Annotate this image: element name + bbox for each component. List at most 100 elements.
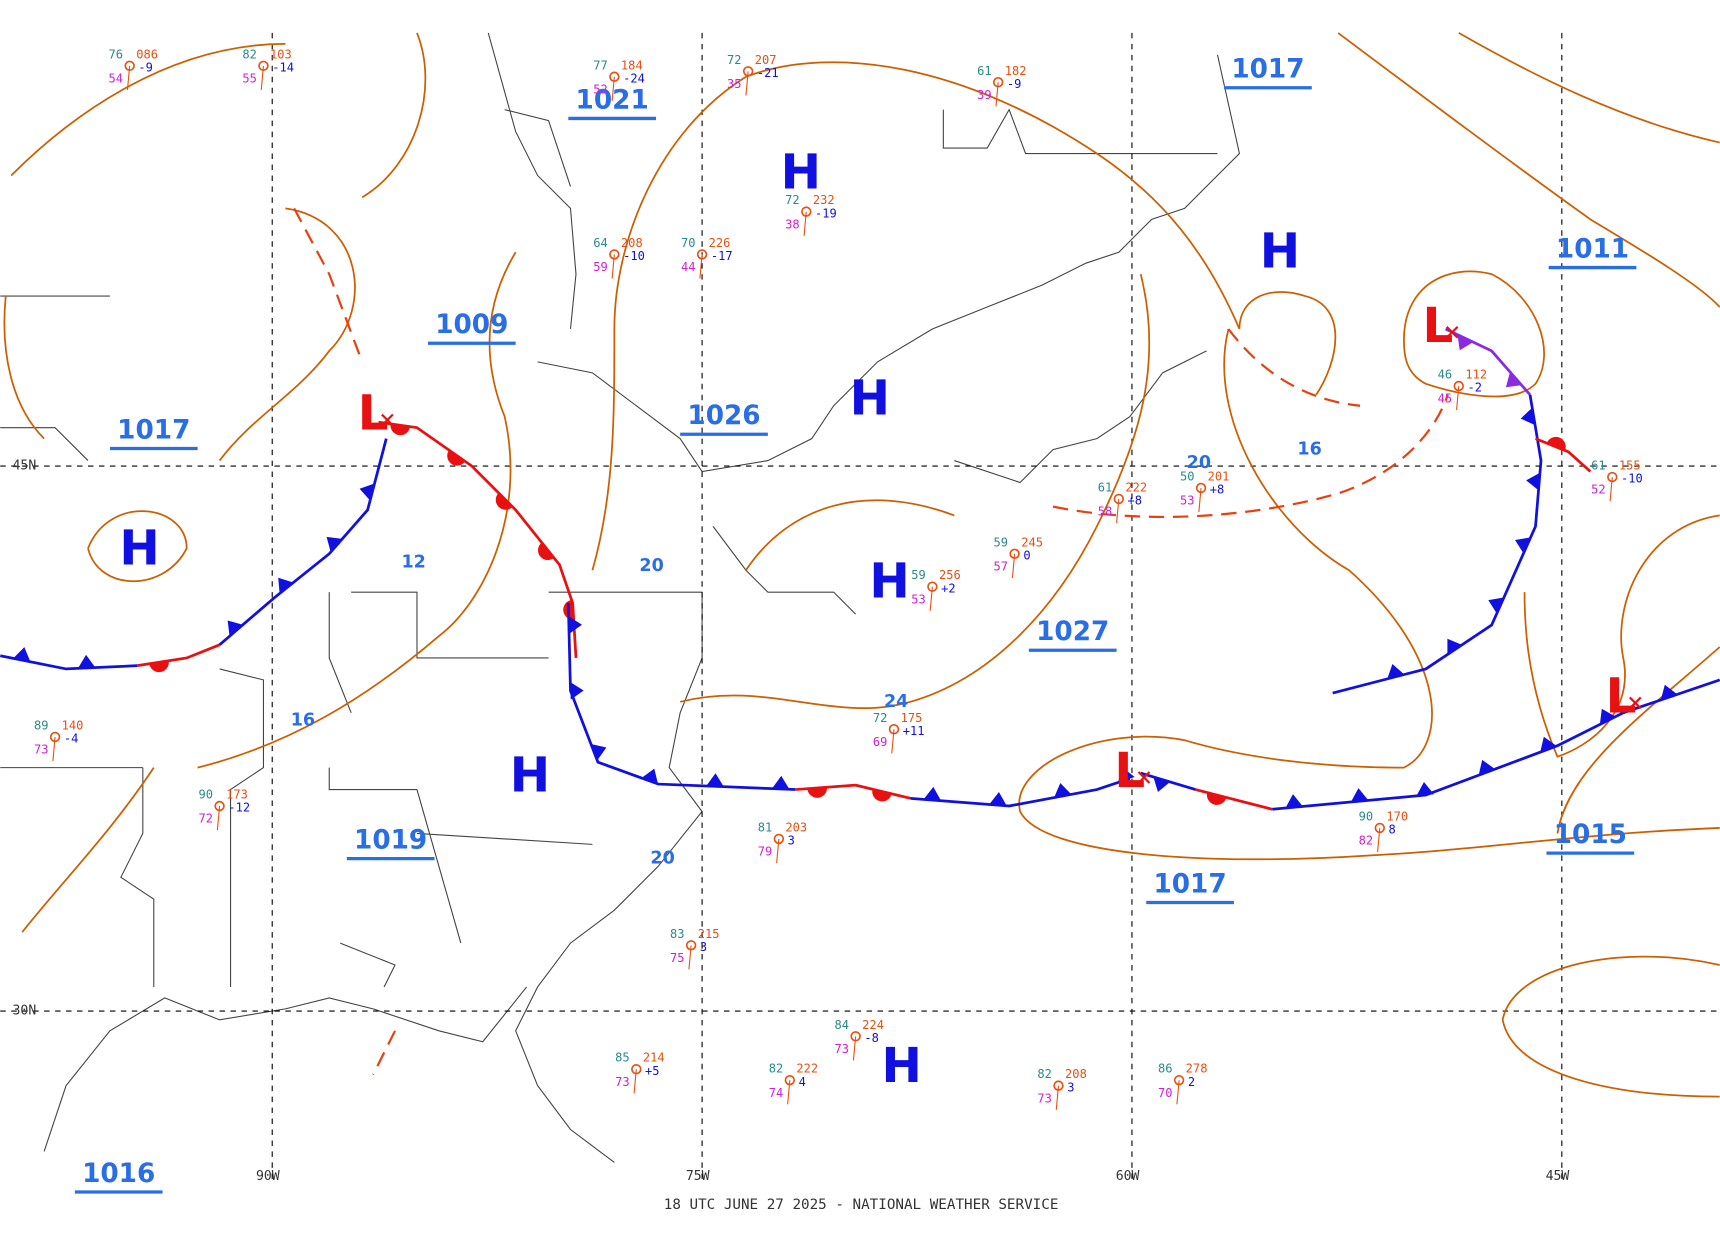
station-tendency: -17	[711, 249, 733, 263]
wind-barb	[803, 211, 807, 236]
station-temperature: 64	[593, 236, 608, 250]
station-pressure: 155	[1619, 459, 1641, 473]
warm-front-pip	[495, 492, 513, 510]
station-temperature: 82	[242, 47, 257, 61]
cold-front-pip	[923, 786, 942, 801]
station-tendency: -12	[228, 801, 250, 815]
cold-front-pip	[570, 682, 584, 700]
cold-front-pip	[641, 768, 659, 785]
wind-barb	[688, 945, 692, 970]
station-tendency: +8	[1128, 494, 1143, 508]
station-pressure: 103	[270, 47, 292, 61]
station-temperature: 61	[977, 64, 992, 78]
station-temperature: 90	[198, 788, 213, 802]
front-line	[1444, 327, 1532, 396]
cold-front-pip	[1520, 407, 1536, 426]
station-tendency: -9	[1007, 77, 1022, 91]
station-tendency: -10	[1621, 472, 1643, 486]
cold-front-pip	[77, 654, 96, 669]
warm-front-pip	[1546, 436, 1566, 451]
station-dewpoint: 54	[109, 71, 124, 85]
cold-front-pip	[1488, 597, 1504, 614]
station-tendency: +5	[645, 1064, 660, 1078]
fronts	[0, 327, 1720, 811]
wind-barb	[52, 736, 56, 762]
pressure-label: 1017	[1231, 55, 1304, 85]
cold-front-pip	[1526, 472, 1540, 491]
labels: 90W 75W 60W 45W45N30N1021101710091026101710…	[13, 47, 1643, 1194]
longitude-label: 75W	[686, 1169, 710, 1184]
cold-front-pip	[1387, 663, 1405, 679]
station-dewpoint: 44	[681, 260, 696, 274]
warm-front-pip	[390, 423, 411, 436]
wind-barb	[745, 71, 749, 96]
isobar-label: 12	[401, 553, 425, 573]
wind-barb	[1456, 385, 1460, 411]
station-temperature: 85	[615, 1051, 630, 1065]
cold-front-pip	[771, 775, 790, 790]
wind-barb	[891, 729, 895, 754]
station-pressure: 112	[1465, 368, 1487, 382]
cold-front-pip	[1505, 371, 1522, 388]
station-pressure: 245	[1021, 535, 1043, 549]
wind-barb	[1609, 476, 1613, 502]
station-pressure: 222	[796, 1062, 818, 1076]
station-pressure: 256	[939, 568, 961, 582]
front-line	[566, 603, 796, 791]
station-temperature: 59	[994, 535, 1009, 549]
isobar-label: 16	[291, 710, 315, 730]
longitude-label: 60W	[1116, 1169, 1140, 1184]
cold-front-pip	[989, 792, 1007, 806]
isobar-label: 24	[884, 692, 908, 712]
warm-front-pip	[807, 787, 828, 798]
station-tendency: 8	[1389, 823, 1396, 837]
warm-front-pip	[1206, 792, 1227, 805]
station-dewpoint: 72	[198, 812, 213, 826]
wind-barb	[260, 65, 264, 90]
cold-front-pip	[1054, 783, 1072, 798]
wind-barb	[633, 1069, 637, 1094]
low-marker	[381, 413, 394, 427]
low-center: L	[1606, 669, 1637, 725]
station-temperature: 61	[1098, 480, 1113, 494]
warm-front-pip	[149, 660, 169, 673]
front-line	[910, 777, 1131, 808]
cold-front-pip	[13, 647, 31, 662]
warm-front-pip	[872, 789, 892, 802]
station-tendency: 4	[799, 1075, 806, 1089]
wind-barb	[216, 805, 221, 831]
pressure-label: 1015	[1554, 820, 1627, 850]
cold-front-pip	[1447, 638, 1463, 655]
cold-front-pip	[1515, 537, 1531, 554]
front-line	[1195, 788, 1273, 811]
station-dewpoint: 69	[873, 735, 888, 749]
station-tendency: -4	[64, 732, 79, 746]
station-dewpoint: 70	[1158, 1086, 1173, 1100]
station-dewpoint: 79	[758, 845, 773, 859]
station-dewpoint: 38	[785, 217, 800, 231]
station-pressure: 173	[226, 788, 248, 802]
station-dewpoint: 53	[911, 592, 926, 606]
station-tendency: 2	[1188, 1075, 1195, 1089]
station-dewpoint: 55	[242, 71, 257, 85]
cold-front-pip	[1478, 759, 1496, 776]
station-tendency: 3	[1067, 1080, 1074, 1094]
station-tendency: 0	[1023, 548, 1030, 562]
high-center: H	[881, 1038, 921, 1094]
station-temperature: 59	[911, 568, 926, 582]
station-pressure: 207	[755, 53, 777, 67]
station-tendency: -19	[815, 206, 837, 220]
station-dewpoint: 73	[34, 743, 49, 757]
station-dewpoint: 58	[1098, 505, 1113, 519]
station-dewpoint: 39	[977, 88, 992, 102]
station-pressure: 170	[1386, 809, 1408, 823]
station-tendency: -8	[864, 1031, 879, 1045]
station-pressure: 224	[862, 1018, 884, 1032]
high-center: H	[119, 521, 159, 577]
station-dewpoint: 82	[1359, 834, 1374, 848]
high-center: H	[869, 553, 909, 609]
station-pressure: 232	[813, 193, 835, 207]
pressure-label: 1019	[354, 826, 427, 856]
station-tendency: -9	[138, 60, 153, 74]
